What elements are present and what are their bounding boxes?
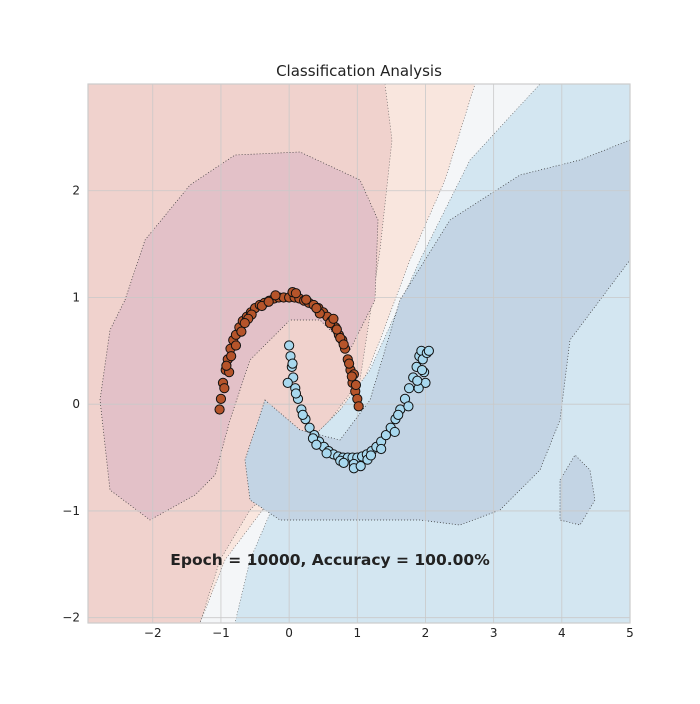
class-1-point xyxy=(338,457,349,469)
class-0-point xyxy=(350,379,362,391)
x-tick-label: 0 xyxy=(285,626,293,640)
class-1-point xyxy=(393,409,404,420)
class-1-point xyxy=(403,401,414,412)
class-0-point xyxy=(221,360,232,371)
class-1-point xyxy=(311,439,322,450)
x-tick-label: 3 xyxy=(490,626,498,640)
y-tick-label: 1 xyxy=(72,290,80,304)
class-1-point xyxy=(284,340,295,351)
region-core-blue xyxy=(244,139,630,526)
data-points xyxy=(214,287,434,474)
class-1-point xyxy=(412,375,423,386)
x-tick-label: −1 xyxy=(212,626,230,640)
class-0-point xyxy=(344,358,355,369)
class-0-point xyxy=(328,313,339,324)
class-1-point xyxy=(355,461,366,472)
y-tick-label: 0 xyxy=(72,397,80,411)
class-0-point xyxy=(301,294,312,305)
class-0-point xyxy=(215,393,227,404)
class-0-point xyxy=(353,401,364,412)
class-1-point xyxy=(389,426,400,438)
class-1-point xyxy=(287,358,298,369)
x-tick-label: 5 xyxy=(626,626,634,640)
class-0-point xyxy=(338,339,349,350)
decision-regions xyxy=(88,84,630,623)
chart-title: Classification Analysis xyxy=(276,62,442,80)
y-tick-label: −2 xyxy=(62,611,80,625)
class-1-point xyxy=(297,409,308,420)
y-tick-labels: −2 −1 0 1 2 xyxy=(62,184,80,625)
x-tick-labels: −2 −1 0 1 2 3 4 5 xyxy=(144,626,634,640)
class-1-point xyxy=(304,422,315,433)
class-0-point xyxy=(311,303,322,314)
class-0-point xyxy=(239,317,250,329)
class-0-point xyxy=(270,290,281,301)
region-core-blue-island xyxy=(559,454,596,526)
class-0-point xyxy=(230,340,242,351)
class-0-point xyxy=(290,288,302,299)
y-tick-label: 2 xyxy=(72,184,80,198)
class-0-point xyxy=(219,383,230,394)
class-1-point xyxy=(380,430,392,441)
class-0-point xyxy=(214,404,225,415)
epoch-accuracy-annotation: Epoch = 10000, Accuracy = 100.00% xyxy=(170,551,490,569)
class-1-point xyxy=(404,383,415,394)
class-1-point xyxy=(365,450,377,461)
class-0-point xyxy=(346,371,357,382)
class-1-point xyxy=(290,388,302,399)
x-tick-label: −2 xyxy=(144,626,162,640)
class-1-point xyxy=(423,345,434,356)
y-tick-label: −1 xyxy=(62,504,80,518)
class-1-point xyxy=(321,448,332,459)
class-0-point xyxy=(226,351,237,362)
axes-frame xyxy=(87,83,631,624)
class-0-point xyxy=(236,326,247,337)
class-0-point xyxy=(263,296,274,307)
x-tick-label: 1 xyxy=(353,626,361,640)
class-0-point xyxy=(331,324,342,335)
class-1-point xyxy=(282,377,293,388)
class-1-point xyxy=(416,364,428,376)
class-1-point xyxy=(376,443,387,455)
x-tick-label: 4 xyxy=(558,626,566,640)
x-tick-label: 2 xyxy=(422,626,430,640)
